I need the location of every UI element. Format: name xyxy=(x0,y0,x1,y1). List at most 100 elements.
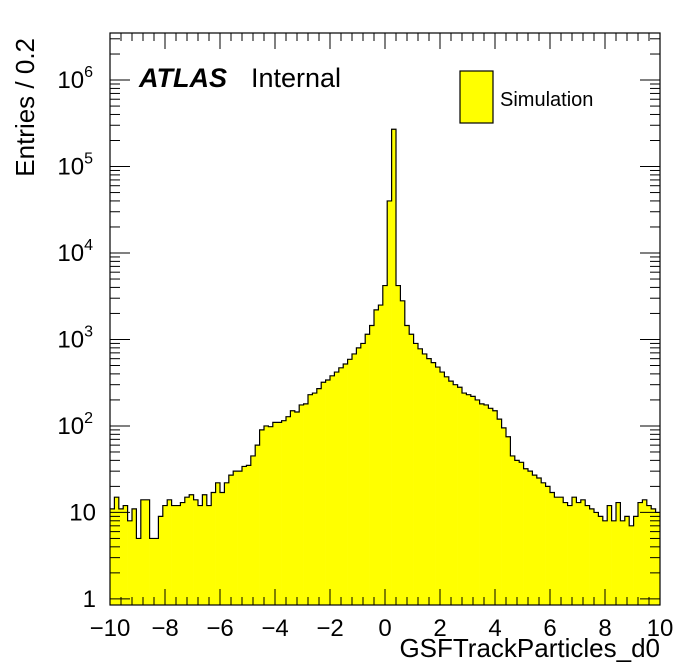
histogram-bin xyxy=(308,394,313,605)
histogram-bin xyxy=(136,538,142,605)
histogram-bin xyxy=(193,499,199,605)
histogram-bin xyxy=(440,372,445,605)
histogram-bin xyxy=(299,404,304,605)
histogram-bin xyxy=(572,497,577,605)
histogram-bin xyxy=(277,422,282,605)
histogram-bin xyxy=(180,502,186,605)
histogram-bin xyxy=(352,353,357,605)
y-tick-exponent: 5 xyxy=(84,151,93,168)
histogram-bin xyxy=(360,343,366,605)
atlas-label: ATLAS xyxy=(138,63,227,93)
histogram-bin xyxy=(629,525,634,605)
histogram-bin xyxy=(655,512,661,605)
histogram-bin xyxy=(554,497,560,605)
histogram-bin xyxy=(224,482,230,605)
x-tick-label: 4 xyxy=(488,615,501,642)
histogram-bin xyxy=(536,478,542,605)
y-tick-exponent: 3 xyxy=(84,323,93,340)
histogram-bin xyxy=(382,285,388,605)
y-tick-label: 1 xyxy=(83,586,96,613)
histogram-bin xyxy=(479,403,485,605)
histogram-bin xyxy=(233,471,238,605)
histogram-bin xyxy=(418,348,423,605)
histogram-bin xyxy=(220,492,225,605)
histogram-bin xyxy=(374,309,379,605)
histogram-bin xyxy=(259,429,265,605)
histogram-bin xyxy=(198,505,203,605)
histogram-bin xyxy=(202,494,208,605)
x-tick-label: −10 xyxy=(90,615,131,642)
x-tick-label: −6 xyxy=(206,615,233,642)
histogram-bin xyxy=(576,502,582,605)
histogram-bin xyxy=(140,499,146,605)
histogram-bin xyxy=(294,411,300,605)
histogram-bin xyxy=(563,502,568,605)
histogram-bin xyxy=(321,382,326,605)
y-tick-label: 103 xyxy=(57,323,93,353)
histogram-bin xyxy=(387,200,392,605)
histogram-bars xyxy=(110,128,661,605)
histogram-bin xyxy=(519,462,524,605)
x-tick-label: 8 xyxy=(598,615,611,642)
histogram-bin xyxy=(457,387,463,605)
histogram-bin xyxy=(484,404,489,605)
histogram-bin xyxy=(624,516,630,605)
histogram-bin xyxy=(343,364,348,605)
x-axis-ticks: −10 −8 −6 −4 −2 0 2 4 6 8 10 xyxy=(90,33,673,642)
histogram-bin xyxy=(171,505,177,605)
histogram-bin xyxy=(620,520,626,605)
x-tick-label: 0 xyxy=(378,615,391,642)
histogram-bin xyxy=(242,466,247,605)
histogram-bin xyxy=(528,471,533,605)
y-tick-label: 105 xyxy=(57,151,93,181)
histogram-bin xyxy=(462,393,467,605)
histogram-bin xyxy=(422,353,428,605)
histogram-bin xyxy=(435,367,441,605)
histogram-bin xyxy=(264,425,269,605)
histogram-bin xyxy=(550,492,555,605)
histogram-bin xyxy=(114,497,120,605)
histogram-bin xyxy=(470,396,476,605)
histogram-bin xyxy=(413,343,419,605)
histogram-bin xyxy=(158,516,164,605)
y-tick-label: 106 xyxy=(57,64,93,94)
histogram-bin xyxy=(334,372,340,605)
histogram-bin xyxy=(268,426,274,605)
histogram-bin xyxy=(286,416,291,605)
histogram-outline xyxy=(110,128,660,540)
histogram-bin xyxy=(290,410,296,605)
histogram-bin xyxy=(646,505,652,605)
histogram-bin xyxy=(426,358,432,605)
histogram-bin xyxy=(638,502,643,605)
y-tick-label: 102 xyxy=(57,410,93,440)
histogram-bin xyxy=(541,482,546,605)
histogram-bin xyxy=(514,460,520,605)
x-tick-label: 2 xyxy=(433,615,446,642)
histogram-bin xyxy=(149,538,155,605)
y-tick-label: 104 xyxy=(57,237,93,267)
histogram-bin xyxy=(391,129,397,605)
x-tick-label: −4 xyxy=(261,615,288,642)
x-axis-title: GSFTrackParticles_d0 xyxy=(399,633,660,663)
histogram-bin xyxy=(378,305,384,605)
histogram-bin xyxy=(145,499,150,605)
histogram-bin xyxy=(594,512,599,605)
y-tick-exponent: 2 xyxy=(84,410,93,427)
histogram-bin xyxy=(330,375,335,605)
atlas-internal-label: Internal xyxy=(251,63,341,93)
legend-label: Simulation xyxy=(500,89,593,111)
histogram-bin xyxy=(633,516,639,605)
histogram-bin xyxy=(228,475,234,605)
histogram-bin xyxy=(510,455,516,605)
histogram-bin xyxy=(431,362,436,605)
histogram-bin xyxy=(616,502,621,605)
histogram-bin xyxy=(580,499,586,605)
histogram-bin xyxy=(215,482,221,605)
histogram-bin xyxy=(598,516,604,605)
histogram-bin xyxy=(523,468,529,605)
histogram-bin xyxy=(250,455,256,605)
histogram-bin xyxy=(497,419,502,605)
histogram-bin xyxy=(506,436,511,605)
histogram-bin xyxy=(611,520,617,605)
